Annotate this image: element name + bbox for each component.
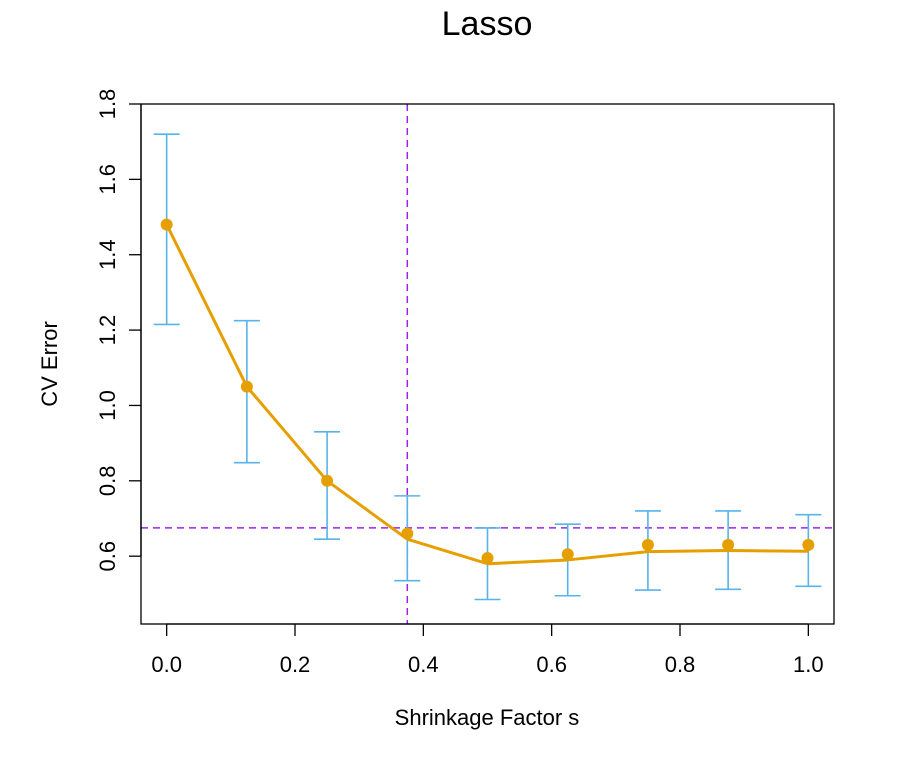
x-tick-label: 0.0 [151,652,182,677]
x-tick-label: 1.0 [793,652,824,677]
x-axis: 0.0 0.2 0.4 0.6 0.8 1.0 [151,623,824,677]
y-tick-label: 0.6 [95,541,120,572]
x-tick-label: 0.2 [280,652,311,677]
chart-title: Lasso [442,5,533,43]
data-point [240,380,253,393]
y-tick-label: 0.8 [95,466,120,497]
plot-area [141,104,834,624]
y-axis-label: CV Error [37,321,62,407]
data-point [722,538,735,551]
data-point [561,548,574,561]
y-axis: 0.6 0.8 1.0 1.2 1.4 1.6 1.8 [95,89,142,572]
y-tick-label: 1.0 [95,390,120,421]
y-tick-label: 1.4 [95,239,120,270]
data-point [321,474,334,487]
cv-error-curve [165,223,809,566]
x-axis-label: Shrinkage Factor s [395,705,580,730]
data-point [481,552,494,565]
x-tick-label: 0.6 [536,652,567,677]
x-tick-label: 0.4 [408,652,439,677]
y-tick-label: 1.6 [95,164,120,195]
data-point [641,538,654,551]
data-point [401,527,414,540]
y-tick-label: 1.8 [95,89,120,120]
data-point [160,218,173,231]
x-tick-label: 0.8 [665,652,696,677]
y-tick-label: 1.2 [95,315,120,346]
data-point [802,538,815,551]
